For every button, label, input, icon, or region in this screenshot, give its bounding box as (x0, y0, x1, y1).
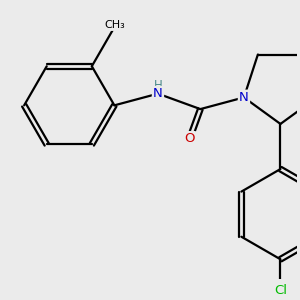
Text: N: N (153, 87, 163, 100)
Text: H: H (154, 79, 162, 92)
Text: Cl: Cl (274, 284, 287, 298)
Text: CH₃: CH₃ (104, 20, 125, 30)
Text: O: O (184, 132, 195, 145)
Text: N: N (239, 91, 249, 104)
